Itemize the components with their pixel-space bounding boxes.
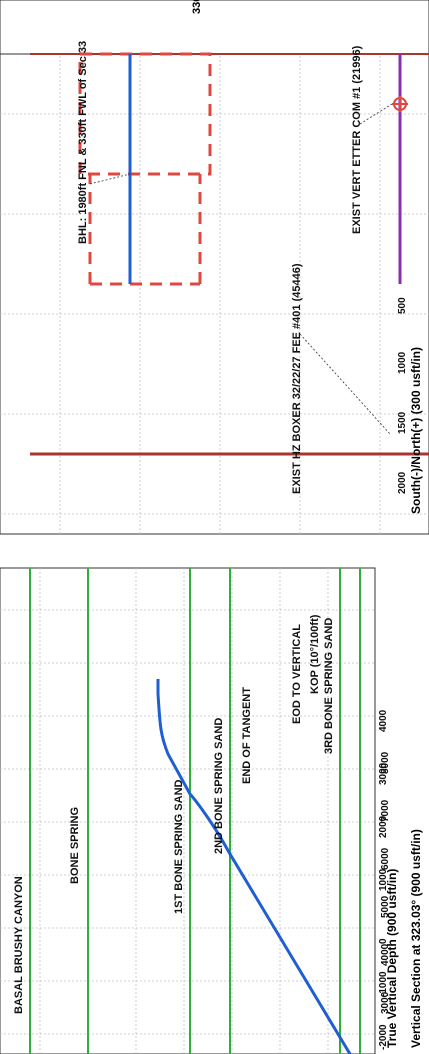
formation-label-bone-spring: BONE SPRING bbox=[69, 807, 81, 884]
formation-lines bbox=[29, 568, 361, 1054]
section-plot-frame bbox=[0, 567, 376, 1054]
section-view: BASAL BRUSHY CANYON BONE SPRING 1ST BONE… bbox=[0, 567, 423, 1054]
plan-info-box bbox=[0, 0, 429, 55]
formation-label-end-of-tangent: END OF TANGENT bbox=[241, 687, 253, 784]
plan-leader-lines bbox=[89, 103, 393, 435]
section-x-tick--1000: -1000 bbox=[378, 971, 389, 997]
etter-annotation: EXIST VERT ETTER COM #1 (21996) bbox=[351, 45, 363, 234]
formation-label-kop: KOP (10°/100ft) bbox=[309, 614, 321, 694]
lease-boundary bbox=[78, 52, 212, 176]
plan-y-ticks: 2000 1500 1000 500 bbox=[397, 297, 408, 494]
section-y-tick-4000: 4000 bbox=[380, 943, 391, 966]
section-y-axis-label: True Vertical Depth (900 usft/in) bbox=[385, 869, 399, 1048]
section-y-ticks: 3000 4000 5000 6000 7000 8000 bbox=[380, 751, 391, 1014]
formation-label-3rd-bone-spring: 3RD BONE SPRING SAND bbox=[323, 618, 335, 754]
section-x-tick-4000: 4000 bbox=[378, 709, 389, 732]
info-box-text: 330ft FE/WL of Sec 33 bbox=[191, 0, 203, 14]
section-y-tick-7000: 7000 bbox=[380, 799, 391, 822]
section-x-tick-3000: 3000 bbox=[378, 762, 389, 785]
formation-label-1st-bone-spring: 1ST BONE SPRING SAND bbox=[173, 779, 185, 914]
plan-plot-frame bbox=[0, 0, 429, 535]
section-x-tick-2000: 2000 bbox=[378, 815, 389, 838]
section-y-tick-3000: 3000 bbox=[380, 991, 391, 1014]
section-y-tick-6000: 6000 bbox=[380, 847, 391, 870]
section-x-tick--2000: -2000 bbox=[378, 1024, 389, 1050]
formation-label-basal-brushy-canyon: BASAL BRUSHY CANYON bbox=[13, 876, 25, 1014]
bhl-annotation: BHL: 1980ft FNL & 330ft FWL of Sec 33 bbox=[77, 41, 89, 244]
section-x-tick-1000: 1000 bbox=[378, 868, 389, 891]
plan-y-tick-500: 500 bbox=[397, 297, 408, 314]
formation-labels: BASAL BRUSHY CANYON BONE SPRING 1ST BONE… bbox=[13, 614, 335, 1014]
section-y-tick-5000: 5000 bbox=[380, 895, 391, 918]
boxer-annotation: EXIST HZ BOXER 32/22/27 FEE #401 (45446) bbox=[291, 263, 303, 494]
plan-y-axis-label: South(-)/North(+) (300 usft/in) bbox=[409, 347, 423, 514]
plan-y-tick-2000: 2000 bbox=[397, 471, 408, 494]
formation-label-2nd-bone-spring: 2ND BONE SPRING SAND bbox=[213, 718, 225, 854]
wellpath-line bbox=[156, 679, 352, 1054]
plan-annotations: BHL: 1980ft FNL & 330ft FWL of Sec 33 EX… bbox=[77, 41, 363, 494]
formation-label-eod-to-vertical: EOD TO VERTICAL bbox=[291, 624, 303, 724]
section-y-tick-8000: 8000 bbox=[380, 751, 391, 774]
section-x-tick-0: 0 bbox=[378, 938, 389, 944]
section-x-axis-label: Vertical Section at 323.03° (900 usft/in… bbox=[409, 829, 423, 1048]
section-x-ticks: -2000 -1000 0 1000 2000 3000 4000 bbox=[378, 709, 389, 1050]
plan-y-tick-1500: 1500 bbox=[397, 411, 408, 434]
plan-y-tick-1000: 1000 bbox=[397, 351, 408, 374]
plan-view: 330ft FE/WL of Sec 33 bbox=[0, 0, 429, 535]
